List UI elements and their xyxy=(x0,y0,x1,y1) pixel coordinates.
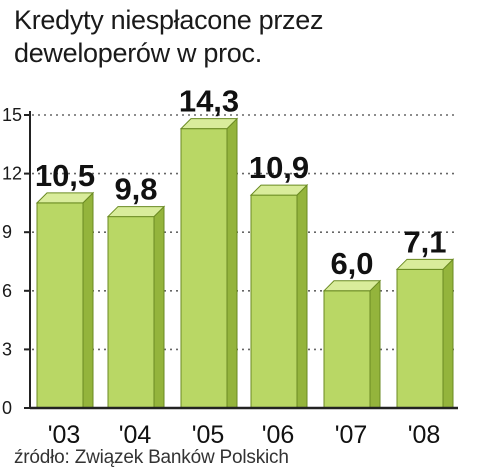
value-label: 7,1 xyxy=(403,224,446,259)
bar-top xyxy=(179,118,239,130)
x-tick-label: '05 xyxy=(192,421,225,449)
y-tick-label: 3 xyxy=(2,339,12,359)
bar-top xyxy=(395,258,455,270)
bar-side xyxy=(153,205,165,409)
bar-5 xyxy=(395,258,455,409)
bar-top xyxy=(249,184,309,196)
x-axis-labels: '03 '04 '05 '06 '07 '08 xyxy=(48,421,441,449)
value-label: 10,9 xyxy=(249,150,309,185)
value-label: 14,3 xyxy=(179,84,239,119)
bar-front xyxy=(107,216,155,409)
x-tick-label: '08 xyxy=(408,421,441,449)
y-tick-label: 12 xyxy=(2,164,22,184)
bar-1 xyxy=(106,205,166,409)
value-label: 10,5 xyxy=(35,158,95,193)
bar-4 xyxy=(322,279,382,409)
y-tick-label: 0 xyxy=(2,398,12,418)
bar-top xyxy=(35,192,95,204)
bar-3 xyxy=(249,183,309,409)
x-tick-label: '07 xyxy=(335,421,368,449)
x-tick-label: '03 xyxy=(48,421,81,449)
bar-front xyxy=(323,290,371,409)
value-label: 9,8 xyxy=(114,172,157,207)
y-tick-label: 9 xyxy=(2,222,12,242)
chart-title: Kredyty niespłacone przez deweloperów w … xyxy=(14,5,324,68)
value-label: 6,0 xyxy=(330,246,373,281)
bar-front xyxy=(396,268,444,409)
y-tick-label: 15 xyxy=(2,105,22,125)
source-note: źródło: Związek Banków Polskich xyxy=(14,447,289,468)
bar-0 xyxy=(35,191,95,409)
bar-front xyxy=(36,202,84,409)
bar-front xyxy=(180,128,228,409)
bar-2 xyxy=(179,117,239,409)
y-tick-label: 6 xyxy=(2,281,12,301)
bar-top xyxy=(106,206,166,218)
gridlines xyxy=(26,114,458,351)
value-labels: 10,5 9,8 14,3 10,9 6,0 7,1 xyxy=(35,84,447,281)
bar-side xyxy=(296,183,308,409)
x-tick-label: '06 xyxy=(262,421,295,449)
bars xyxy=(30,117,458,410)
bar-front xyxy=(250,194,298,409)
bar-side xyxy=(226,117,238,409)
x-tick-label: '04 xyxy=(119,421,152,449)
bar-side xyxy=(369,279,381,409)
bar-top xyxy=(322,280,382,292)
bar-side xyxy=(82,191,94,409)
y-axis: 0 3 6 9 12 15 xyxy=(2,105,31,418)
bar-side xyxy=(442,258,454,409)
